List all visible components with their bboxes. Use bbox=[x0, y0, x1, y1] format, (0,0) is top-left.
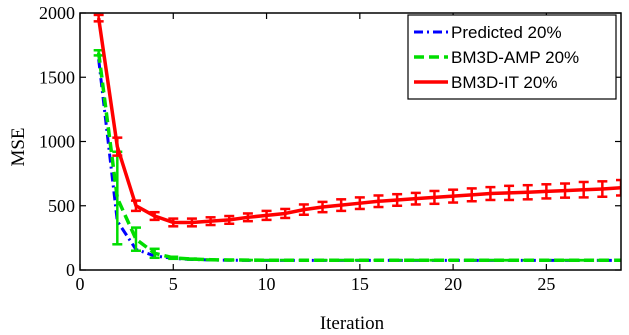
error-bar bbox=[429, 189, 440, 206]
y-tick-label: 2000 bbox=[39, 3, 75, 23]
error-bar bbox=[130, 199, 141, 213]
error-bar bbox=[466, 187, 477, 203]
error-bar bbox=[149, 210, 160, 222]
y-axis-label: MSE bbox=[8, 127, 29, 166]
error-bar bbox=[373, 194, 384, 209]
error-bar bbox=[168, 255, 179, 261]
x-tick-label: 0 bbox=[76, 274, 85, 294]
error-bar bbox=[616, 178, 621, 197]
error-bar bbox=[541, 183, 552, 200]
error-bar bbox=[280, 207, 291, 220]
error-bar bbox=[336, 198, 347, 213]
legend-label-2: BM3D-AMP 20% bbox=[451, 48, 579, 67]
error-bar bbox=[224, 214, 235, 225]
x-tick-label: 10 bbox=[258, 274, 276, 294]
error-bar bbox=[168, 217, 179, 228]
x-axis-label: Iteration bbox=[320, 313, 385, 334]
error-bar bbox=[261, 209, 272, 222]
error-bar bbox=[205, 216, 216, 227]
legend-label-1: Predicted 20% bbox=[451, 23, 562, 42]
y-tick-label: 1000 bbox=[39, 132, 75, 152]
y-tick-label: 500 bbox=[48, 196, 75, 216]
series-2 bbox=[93, 49, 621, 262]
error-bar bbox=[504, 184, 515, 202]
error-bar bbox=[522, 183, 533, 201]
error-bar bbox=[130, 226, 141, 252]
error-bar bbox=[186, 257, 197, 261]
legend-label-3: BM3D-IT 20% bbox=[451, 73, 557, 92]
error-bar bbox=[448, 188, 459, 204]
error-bar bbox=[597, 180, 608, 199]
error-bar bbox=[317, 200, 328, 214]
x-tick-label: 20 bbox=[444, 274, 462, 294]
series-3 bbox=[93, 13, 621, 228]
error-bar bbox=[410, 191, 421, 206]
error-bar bbox=[186, 217, 197, 228]
y-tick-label: 0 bbox=[66, 260, 75, 280]
error-bar bbox=[560, 182, 571, 199]
error-bar bbox=[93, 13, 104, 23]
error-bar bbox=[298, 203, 309, 216]
legend: Predicted 20% BM3D-AMP 20% BM3D-IT 20% bbox=[407, 14, 617, 100]
error-bar bbox=[242, 212, 253, 223]
axes: 0 5 10 15 20 25 0 500 1000 1500 2000 bbox=[39, 3, 622, 294]
error-bar bbox=[485, 185, 496, 202]
error-bar bbox=[578, 180, 589, 199]
plot-area bbox=[93, 13, 621, 262]
error-bar bbox=[392, 192, 403, 207]
x-tick-label: 5 bbox=[169, 274, 178, 294]
error-bar bbox=[112, 136, 123, 157]
error-bar bbox=[205, 258, 216, 262]
error-bar bbox=[224, 258, 235, 262]
y-tick-label: 1500 bbox=[39, 67, 75, 87]
x-tick-label: 15 bbox=[351, 274, 369, 294]
error-bar bbox=[354, 196, 365, 211]
legend-box bbox=[407, 14, 617, 100]
error-bar bbox=[149, 247, 160, 260]
x-tick-label: 25 bbox=[537, 274, 555, 294]
